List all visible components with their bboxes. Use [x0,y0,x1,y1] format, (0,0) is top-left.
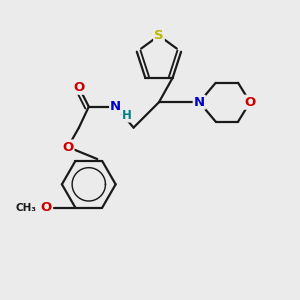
Text: N: N [194,96,205,109]
Text: O: O [73,81,85,94]
Text: O: O [40,201,52,214]
Text: N: N [110,100,121,113]
Text: H: H [122,109,132,122]
Text: S: S [154,29,164,42]
Text: O: O [62,140,74,154]
Text: O: O [244,96,256,109]
Text: CH₃: CH₃ [16,203,37,213]
